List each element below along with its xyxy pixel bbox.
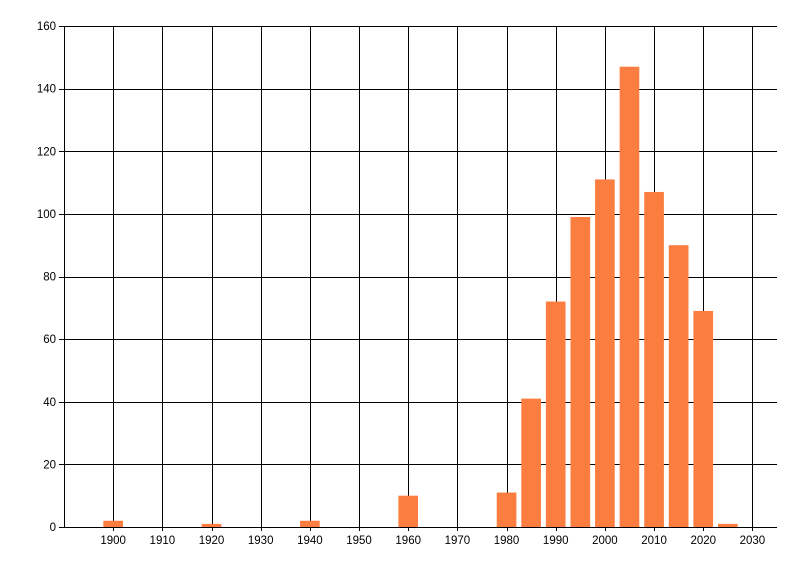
x-tick-label: 1950 [346, 535, 372, 547]
y-tick-label: 100 [37, 209, 56, 221]
x-tick-label: 1970 [445, 535, 471, 547]
x-tick-label: 1930 [248, 535, 274, 547]
bar [644, 191, 664, 528]
x-tick-label: 1960 [395, 535, 421, 547]
x-tick-label: 2020 [690, 535, 716, 547]
x-tick-label: 1910 [150, 535, 176, 547]
bar [619, 66, 640, 528]
bar [201, 523, 222, 527]
y-tick-label: 80 [43, 272, 56, 284]
bar [595, 179, 615, 527]
bar [103, 520, 124, 527]
y-tick-label: 40 [43, 397, 56, 409]
x-tick-label: 1920 [199, 535, 225, 547]
bar [545, 301, 566, 527]
bar [693, 310, 714, 527]
y-tick-label: 140 [37, 84, 56, 96]
y-tick-label: 60 [43, 334, 56, 346]
bar [496, 492, 517, 527]
bar [521, 398, 541, 527]
y-tick-label: 0 [50, 522, 56, 534]
x-tick-label: 1900 [100, 535, 126, 547]
bar [717, 523, 738, 527]
x-tick-label: 2010 [641, 535, 667, 547]
x-tick-label: 1990 [543, 535, 569, 547]
bar [300, 520, 320, 527]
x-tick-label: 1940 [297, 535, 323, 547]
bar [570, 217, 591, 527]
y-tick-label: 120 [37, 146, 56, 158]
y-tick-label: 160 [37, 21, 56, 33]
bar [668, 245, 689, 527]
y-tick-label: 20 [43, 459, 56, 471]
x-tick-label: 1980 [494, 535, 520, 547]
x-tick-label: 2030 [740, 535, 766, 547]
bar [398, 495, 419, 527]
x-tick-label: 2000 [592, 535, 618, 547]
